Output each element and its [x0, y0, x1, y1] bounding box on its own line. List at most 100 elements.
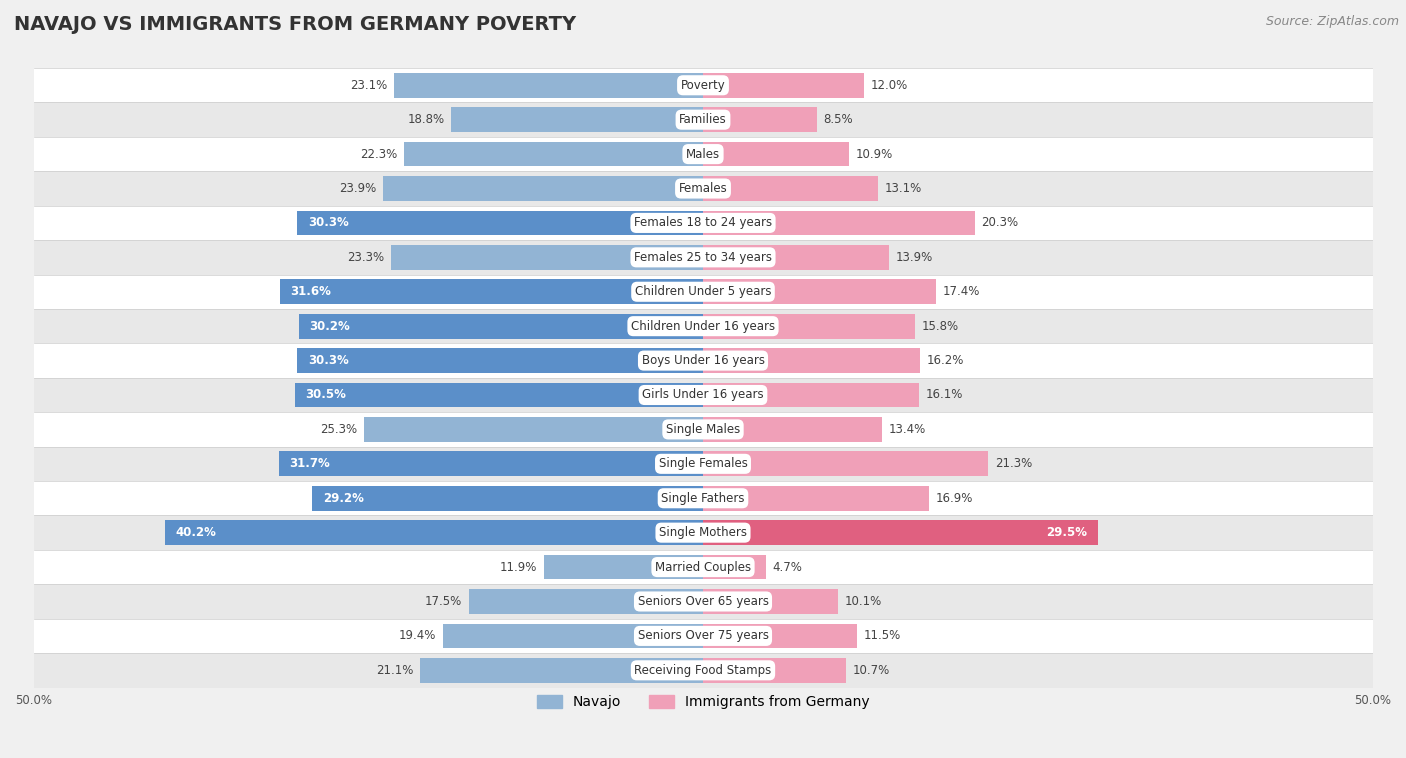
Text: 20.3%: 20.3%	[981, 217, 1018, 230]
Bar	[703, 383, 918, 407]
Text: Females 18 to 24 years: Females 18 to 24 years	[634, 217, 772, 230]
Bar	[443, 624, 703, 648]
Bar	[280, 280, 703, 304]
Text: 10.9%: 10.9%	[856, 148, 893, 161]
Text: 13.9%: 13.9%	[896, 251, 934, 264]
Text: 29.2%: 29.2%	[323, 492, 364, 505]
Text: 23.3%: 23.3%	[347, 251, 384, 264]
Text: 31.6%: 31.6%	[291, 285, 332, 298]
Text: 22.3%: 22.3%	[360, 148, 398, 161]
Text: Males: Males	[686, 148, 720, 161]
Bar	[391, 245, 703, 270]
Text: Single Males: Single Males	[666, 423, 740, 436]
Bar	[34, 481, 1372, 515]
Bar	[703, 73, 863, 98]
Text: Receiving Food Stamps: Receiving Food Stamps	[634, 664, 772, 677]
Text: Families: Families	[679, 113, 727, 126]
Bar	[34, 653, 1372, 688]
Bar	[34, 274, 1372, 309]
Bar	[703, 211, 974, 235]
Bar	[703, 417, 883, 442]
Text: Single Fathers: Single Fathers	[661, 492, 745, 505]
Legend: Navajo, Immigrants from Germany: Navajo, Immigrants from Germany	[531, 690, 875, 715]
Bar	[298, 314, 703, 339]
Text: 13.1%: 13.1%	[886, 182, 922, 195]
Text: Girls Under 16 years: Girls Under 16 years	[643, 389, 763, 402]
Text: Children Under 16 years: Children Under 16 years	[631, 320, 775, 333]
Text: 16.1%: 16.1%	[925, 389, 963, 402]
Text: 10.7%: 10.7%	[853, 664, 890, 677]
Bar	[165, 520, 703, 545]
Bar	[468, 589, 703, 614]
Bar	[703, 348, 920, 373]
Text: 40.2%: 40.2%	[176, 526, 217, 539]
Bar	[297, 348, 703, 373]
Bar	[34, 515, 1372, 550]
Text: 8.5%: 8.5%	[824, 113, 853, 126]
Bar	[34, 309, 1372, 343]
Bar	[703, 486, 929, 511]
Text: 21.1%: 21.1%	[377, 664, 413, 677]
Bar	[34, 68, 1372, 102]
Bar	[364, 417, 703, 442]
Bar	[297, 211, 703, 235]
Text: 30.3%: 30.3%	[308, 217, 349, 230]
Text: 29.5%: 29.5%	[1046, 526, 1087, 539]
Text: 17.4%: 17.4%	[942, 285, 980, 298]
Text: 17.5%: 17.5%	[425, 595, 463, 608]
Text: Boys Under 16 years: Boys Under 16 years	[641, 354, 765, 367]
Text: 16.9%: 16.9%	[936, 492, 973, 505]
Bar	[703, 555, 766, 579]
Bar	[34, 343, 1372, 377]
Bar	[34, 137, 1372, 171]
Bar	[34, 205, 1372, 240]
Text: 11.9%: 11.9%	[499, 561, 537, 574]
Bar	[703, 314, 914, 339]
Text: 4.7%: 4.7%	[773, 561, 803, 574]
Bar	[703, 245, 889, 270]
Text: 30.3%: 30.3%	[308, 354, 349, 367]
Text: 19.4%: 19.4%	[399, 629, 436, 642]
Text: 10.1%: 10.1%	[845, 595, 882, 608]
Text: 16.2%: 16.2%	[927, 354, 965, 367]
Text: 30.5%: 30.5%	[305, 389, 346, 402]
Bar	[544, 555, 703, 579]
Text: 25.3%: 25.3%	[321, 423, 357, 436]
Bar	[703, 108, 817, 132]
Bar	[34, 619, 1372, 653]
Bar	[312, 486, 703, 511]
Bar	[34, 377, 1372, 412]
Text: Seniors Over 75 years: Seniors Over 75 years	[637, 629, 769, 642]
Bar	[703, 452, 988, 476]
Text: Children Under 5 years: Children Under 5 years	[634, 285, 772, 298]
Bar	[34, 550, 1372, 584]
Bar	[703, 280, 936, 304]
Bar	[703, 520, 1098, 545]
Text: Single Mothers: Single Mothers	[659, 526, 747, 539]
Text: Females 25 to 34 years: Females 25 to 34 years	[634, 251, 772, 264]
Text: Married Couples: Married Couples	[655, 561, 751, 574]
Text: 31.7%: 31.7%	[290, 457, 330, 470]
Bar	[703, 658, 846, 683]
Text: 30.2%: 30.2%	[309, 320, 350, 333]
Text: 12.0%: 12.0%	[870, 79, 908, 92]
Bar	[703, 142, 849, 167]
Bar	[34, 446, 1372, 481]
Text: 21.3%: 21.3%	[995, 457, 1032, 470]
Text: Poverty: Poverty	[681, 79, 725, 92]
Bar	[382, 176, 703, 201]
Text: 23.9%: 23.9%	[339, 182, 377, 195]
Text: 23.1%: 23.1%	[350, 79, 387, 92]
Bar	[451, 108, 703, 132]
Text: NAVAJO VS IMMIGRANTS FROM GERMANY POVERTY: NAVAJO VS IMMIGRANTS FROM GERMANY POVERT…	[14, 15, 576, 34]
Bar	[34, 240, 1372, 274]
Text: Single Females: Single Females	[658, 457, 748, 470]
Text: Females: Females	[679, 182, 727, 195]
Text: Seniors Over 65 years: Seniors Over 65 years	[637, 595, 769, 608]
Bar	[34, 171, 1372, 205]
Bar	[420, 658, 703, 683]
Bar	[405, 142, 703, 167]
Text: 18.8%: 18.8%	[408, 113, 444, 126]
Text: 11.5%: 11.5%	[863, 629, 901, 642]
Bar	[278, 452, 703, 476]
